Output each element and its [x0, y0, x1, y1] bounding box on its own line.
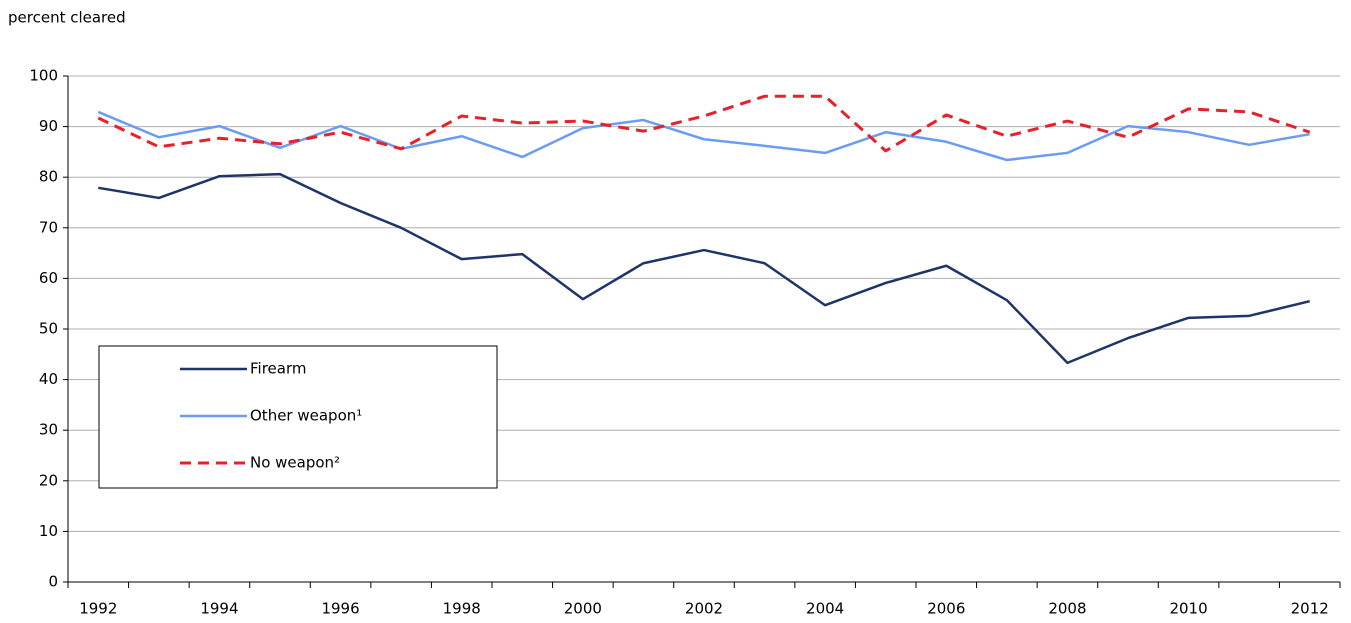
x-tick-label: 1992: [79, 600, 117, 618]
x-tick-label: 2006: [927, 600, 965, 618]
y-tick-label: 60: [39, 269, 58, 287]
series-line: [97, 94, 1311, 153]
x-tick-label: 1996: [321, 600, 359, 618]
y-tick-label: 20: [39, 471, 58, 489]
y-tick-label: 10: [39, 522, 58, 540]
legend-label: Other weapon¹: [250, 407, 362, 425]
series-line: [98, 172, 1311, 365]
y-axis-label: percent cleared: [8, 9, 126, 27]
y-tick-label: 90: [39, 117, 58, 135]
x-tick-label: 2010: [1169, 600, 1207, 618]
series-line: [97, 110, 1310, 162]
x-tick-label: 2012: [1291, 600, 1329, 618]
y-tick-label: 70: [39, 218, 58, 236]
legend-label: Firearm: [250, 360, 306, 378]
y-tick-label: 100: [29, 67, 58, 85]
y-tick-label: 0: [48, 573, 58, 591]
x-tick-label: 1998: [443, 600, 481, 618]
legend-label: No weapon²: [250, 454, 340, 472]
x-tick-label: 2000: [564, 600, 602, 618]
y-tick-label: 30: [39, 421, 58, 439]
x-tick-label: 1994: [200, 600, 238, 618]
x-tick-label: 2002: [685, 600, 723, 618]
legend-box: [98, 345, 498, 489]
y-tick-label: 50: [39, 320, 58, 338]
x-tick-label: 2004: [806, 600, 844, 618]
x-tick-label: 2008: [1048, 600, 1086, 618]
y-tick-label: 40: [39, 370, 58, 388]
y-tick-label: 80: [39, 168, 58, 186]
